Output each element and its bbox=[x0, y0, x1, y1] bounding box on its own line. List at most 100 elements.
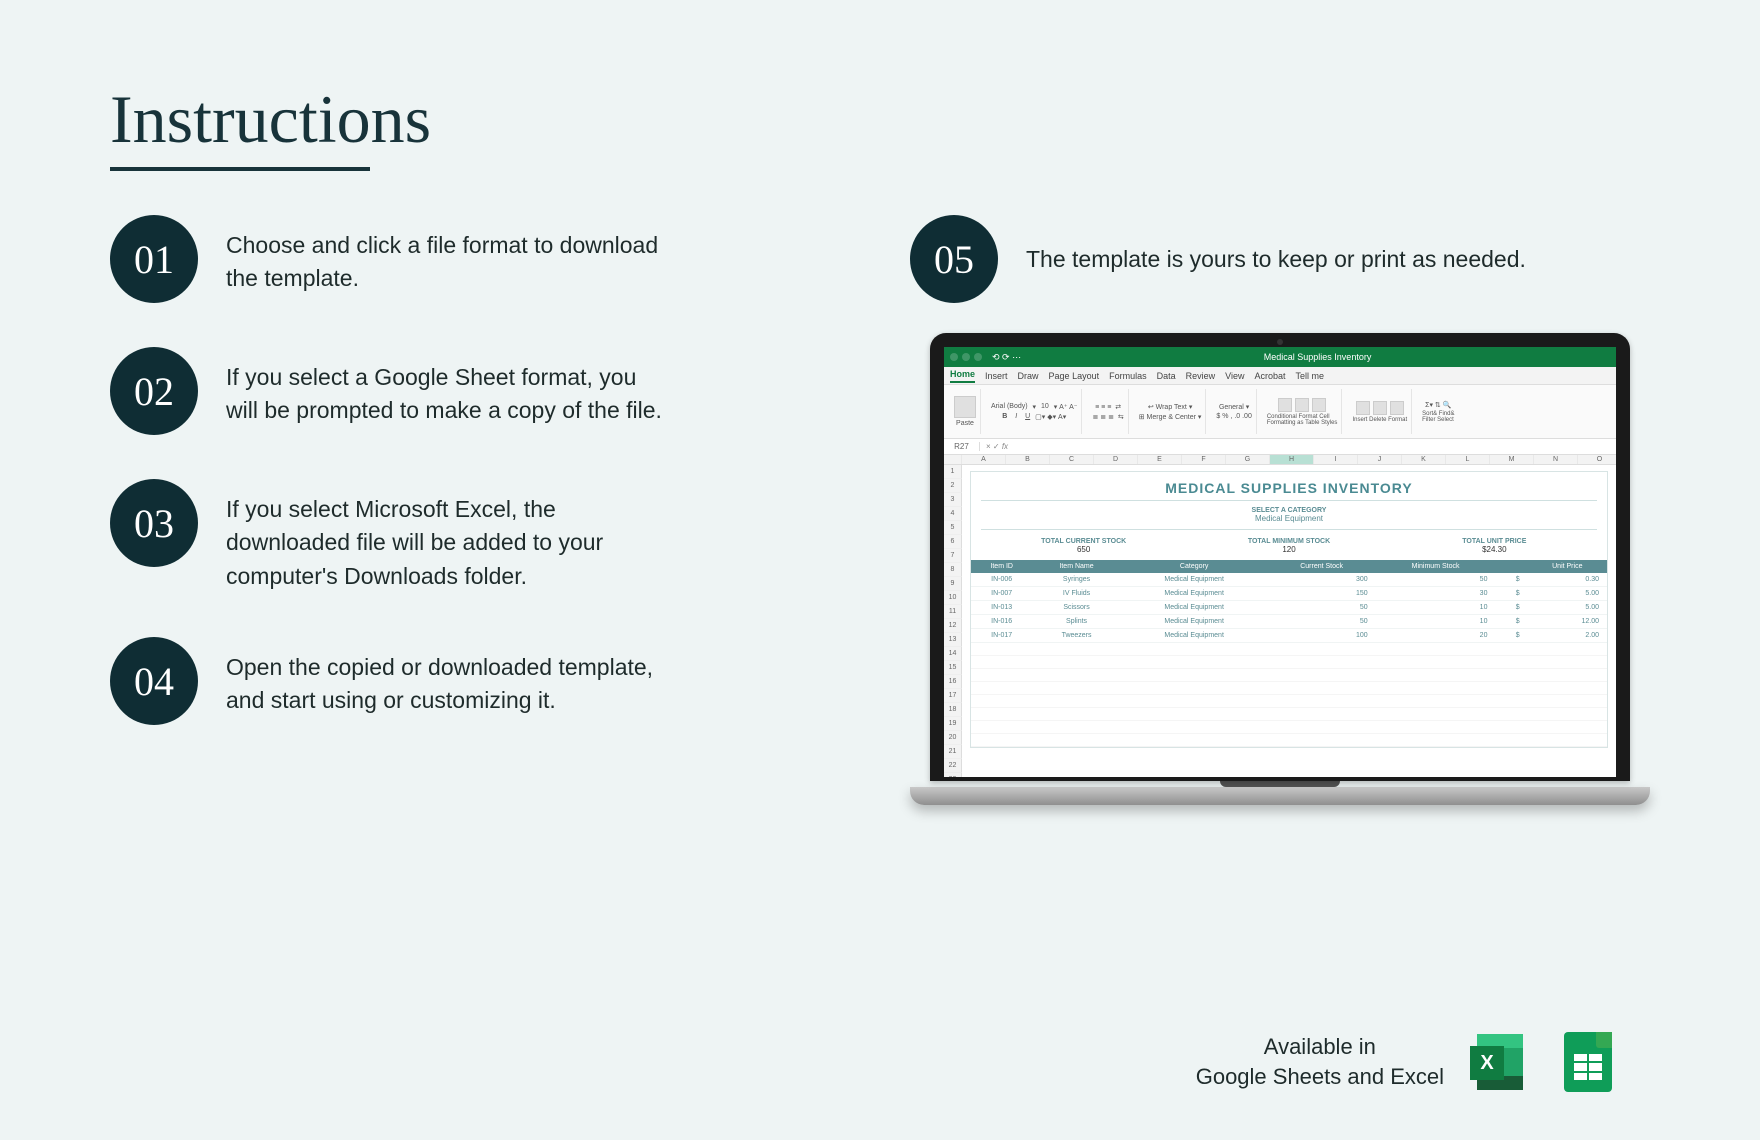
table-cell: IN-013 bbox=[971, 601, 1032, 615]
col-header[interactable]: J bbox=[1358, 455, 1402, 464]
sheet-content: MEDICAL SUPPLIES INVENTORY SELECT A CATE… bbox=[962, 465, 1616, 777]
ribbon-tab[interactable]: Acrobat bbox=[1255, 371, 1286, 381]
rib-styles: Conditional Format CellFormatting as Tab… bbox=[1263, 389, 1343, 434]
table-cell: IN-007 bbox=[971, 587, 1032, 601]
ribbon-tab[interactable]: Formulas bbox=[1109, 371, 1147, 381]
ribbon-tab[interactable]: Insert bbox=[985, 371, 1008, 381]
table-cell: 30 bbox=[1376, 587, 1496, 601]
col-header[interactable]: D bbox=[1094, 455, 1138, 464]
ribbon-tabs: Home Insert Draw Page Layout Formulas Data Rev… bbox=[944, 367, 1616, 385]
rib-paste: Paste bbox=[950, 389, 981, 434]
col-header[interactable]: H bbox=[1270, 455, 1314, 464]
row-number[interactable]: 8 bbox=[944, 563, 962, 577]
table-cell: 10 bbox=[1376, 615, 1496, 629]
right-column: 05 The template is yours to keep or prin… bbox=[910, 215, 1650, 805]
columns: 01 Choose and click a file format to dow… bbox=[110, 215, 1650, 805]
step-text: If you select Microsoft Excel, the downl… bbox=[226, 479, 666, 593]
table-cell: Tweezers bbox=[1032, 629, 1120, 643]
step-badge: 04 bbox=[110, 637, 198, 725]
screen-bezel: ⟲ ⟳ ⋯ Medical Supplies Inventory HomeIns… bbox=[930, 333, 1630, 781]
row-number[interactable]: 11 bbox=[944, 605, 962, 619]
blank-rows bbox=[971, 643, 1607, 747]
row-number[interactable]: 9 bbox=[944, 577, 962, 591]
font-name: Arial (Body) bbox=[991, 403, 1028, 410]
col-header[interactable]: M bbox=[1490, 455, 1534, 464]
table-header-cell: Minimum Stock bbox=[1376, 560, 1496, 573]
row-number[interactable]: 7 bbox=[944, 549, 962, 563]
table-header-cell: Unit Price bbox=[1528, 560, 1607, 573]
row-number[interactable]: 6 bbox=[944, 535, 962, 549]
row-number[interactable]: 22 bbox=[944, 759, 962, 773]
table-cell: Splints bbox=[1032, 615, 1120, 629]
row-number[interactable]: 18 bbox=[944, 703, 962, 717]
table-cell: $ bbox=[1495, 587, 1527, 601]
totals-row: TOTAL CURRENT STOCK650TOTAL MINIMUM STOC… bbox=[971, 532, 1607, 560]
table-header-cell: Item Name bbox=[1032, 560, 1120, 573]
ribbon-tab[interactable]: Draw bbox=[1018, 371, 1039, 381]
step-text: Choose and click a file format to downlo… bbox=[226, 215, 666, 296]
step-03: 03 If you select Microsoft Excel, the do… bbox=[110, 479, 820, 593]
row-number[interactable]: 23 bbox=[944, 773, 962, 777]
table-cell: IV Fluids bbox=[1032, 587, 1120, 601]
footer: Available in Google Sheets and Excel X bbox=[1196, 1030, 1620, 1094]
table-cell: 2.00 bbox=[1528, 629, 1607, 643]
row-number[interactable]: 20 bbox=[944, 731, 962, 745]
step-text: Open the copied or downloaded template, … bbox=[226, 637, 666, 718]
row-number[interactable]: 16 bbox=[944, 675, 962, 689]
ribbon-tab[interactable]: Review bbox=[1186, 371, 1216, 381]
col-header[interactable]: L bbox=[1446, 455, 1490, 464]
row-area: 123456789101112131415161718192021222324 … bbox=[944, 465, 1616, 777]
camera-dot bbox=[1277, 339, 1283, 345]
row-number[interactable]: 4 bbox=[944, 507, 962, 521]
rib-cells: Insert Delete Format bbox=[1348, 389, 1412, 434]
sheet-title: MEDICAL SUPPLIES INVENTORY bbox=[971, 472, 1607, 498]
row-number[interactable]: 15 bbox=[944, 661, 962, 675]
table-cell: 12.00 bbox=[1528, 615, 1607, 629]
table-cell: Medical Equipment bbox=[1121, 587, 1268, 601]
col-header[interactable]: E bbox=[1138, 455, 1182, 464]
row-number[interactable]: 13 bbox=[944, 633, 962, 647]
col-header[interactable]: I bbox=[1314, 455, 1358, 464]
rib-edit: Σ▾ ⇅ 🔍 Sort& Find&Filter Select bbox=[1418, 389, 1458, 434]
ribbon-tab[interactable]: Home bbox=[950, 369, 975, 383]
row-number[interactable]: 17 bbox=[944, 689, 962, 703]
total-block: TOTAL MINIMUM STOCK120 bbox=[1186, 538, 1391, 554]
row-number[interactable]: 12 bbox=[944, 619, 962, 633]
font-size: 10 bbox=[1041, 403, 1049, 410]
title-underline bbox=[110, 167, 370, 171]
col-header[interactable]: G bbox=[1226, 455, 1270, 464]
spreadsheet-grid: ABCDEFGHIJKLMNO 123456789101112131415161… bbox=[944, 455, 1616, 777]
col-header[interactable]: A bbox=[962, 455, 1006, 464]
ribbon-tab[interactable]: View bbox=[1225, 371, 1244, 381]
col-header[interactable] bbox=[944, 455, 962, 464]
col-header[interactable]: O bbox=[1578, 455, 1616, 464]
row-number[interactable]: 21 bbox=[944, 745, 962, 759]
row-number[interactable]: 10 bbox=[944, 591, 962, 605]
col-header[interactable]: K bbox=[1402, 455, 1446, 464]
table-cell: 50 bbox=[1376, 573, 1496, 587]
row-number[interactable]: 1 bbox=[944, 465, 962, 479]
column-headers: ABCDEFGHIJKLMNO bbox=[944, 455, 1616, 465]
row-number[interactable]: 3 bbox=[944, 493, 962, 507]
sheet-inner: MEDICAL SUPPLIES INVENTORY SELECT A CATE… bbox=[970, 471, 1608, 748]
step-05: 05 The template is yours to keep or prin… bbox=[910, 215, 1650, 303]
row-number[interactable]: 5 bbox=[944, 521, 962, 535]
col-header[interactable]: B bbox=[1006, 455, 1050, 464]
window-dot bbox=[950, 353, 958, 361]
rib-wrap: ↩ Wrap Text ▾ ⊞ Merge & Center ▾ bbox=[1135, 389, 1207, 434]
table-cell: IN-017 bbox=[971, 629, 1032, 643]
step-text: The template is yours to keep or print a… bbox=[1026, 215, 1526, 276]
ribbon-tab[interactable]: Data bbox=[1157, 371, 1176, 381]
row-number[interactable]: 14 bbox=[944, 647, 962, 661]
row-number[interactable]: 2 bbox=[944, 479, 962, 493]
ribbon: Paste Arial (Body) ▾ 10 ▾ A⁺ A⁻ B I U ▢▾… bbox=[944, 385, 1616, 439]
table-cell: 10 bbox=[1376, 601, 1496, 615]
rib-font: Arial (Body) ▾ 10 ▾ A⁺ A⁻ B I U ▢▾ ◆▾ A▾ bbox=[987, 389, 1082, 434]
col-header[interactable]: C bbox=[1050, 455, 1094, 464]
col-header[interactable]: F bbox=[1182, 455, 1226, 464]
row-number[interactable]: 19 bbox=[944, 717, 962, 731]
col-header[interactable]: N bbox=[1534, 455, 1578, 464]
ribbon-tab[interactable]: Page Layout bbox=[1049, 371, 1100, 381]
page: Instructions 01 Choose and click a file … bbox=[0, 0, 1760, 1140]
ribbon-tab[interactable]: Tell me bbox=[1296, 371, 1325, 381]
